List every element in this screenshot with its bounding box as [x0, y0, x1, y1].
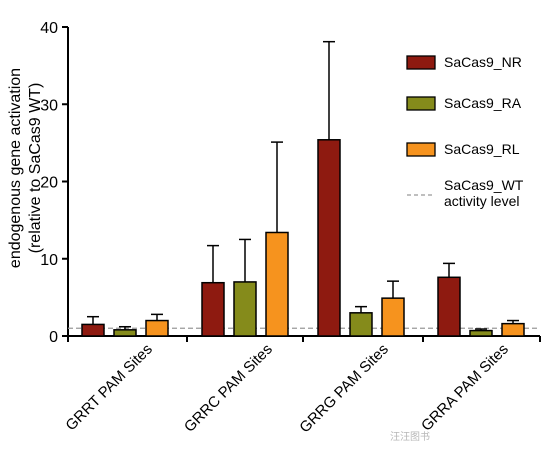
bar [145, 319, 169, 337]
y-axis-label: endogenous gene activation (relative to … [7, 68, 44, 268]
watermark: 汪汪图书 [390, 431, 430, 443]
bar [265, 231, 289, 337]
y-axis-label-line1: endogenous gene activation [7, 68, 24, 268]
bar [113, 329, 137, 337]
y-tick-label: 0 [49, 329, 58, 346]
x-tick-label: GRRC PAM Sites [181, 341, 276, 436]
bar [317, 139, 341, 337]
bar [437, 276, 461, 337]
legend: SaCas9_NR SaCas9_RA SaCas9_RL SaCas9_WTacti… [406, 54, 524, 209]
watermark-text: 汪汪图书 [390, 431, 430, 443]
legend-swatch [406, 55, 436, 70]
legend-label: SaCas9_RL [444, 141, 520, 157]
y-tick-label: 40 [40, 20, 58, 37]
y-tick-label: 30 [40, 97, 58, 114]
x-tick-label: GRRA PAM Sites [418, 341, 512, 435]
legend-label: SaCas9_RA [444, 95, 522, 111]
y-ticks: 0 10 20 30 40 [40, 20, 68, 346]
bar [233, 281, 257, 337]
legend-reference-label: SaCas9_WT [444, 177, 524, 193]
y-tick-label: 10 [40, 252, 58, 269]
x-tick-label: GRRT PAM Sites [62, 341, 155, 434]
legend-label: SaCas9_NR [444, 54, 522, 70]
bar [381, 297, 405, 337]
bars [81, 40, 525, 337]
bar [349, 312, 373, 337]
legend-reference-label: activity level [444, 193, 519, 209]
x-ticks: GRRT PAM Sites GRRC PAM Sites GRRG PAM Sit… [62, 336, 541, 437]
bar [501, 322, 525, 337]
x-tick-label: GRRG PAM Sites [296, 341, 392, 437]
y-axis-label-line2: (relative to SaCas9 WT) [27, 83, 44, 254]
bar [81, 323, 105, 337]
y-tick-label: 20 [40, 175, 58, 192]
bar [469, 329, 493, 337]
legend-swatch [406, 142, 436, 157]
bar [201, 281, 225, 337]
legend-swatch [406, 96, 436, 111]
